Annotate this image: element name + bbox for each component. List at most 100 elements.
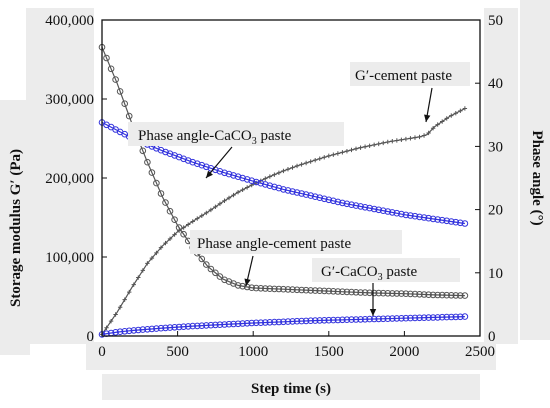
data-point bbox=[429, 291, 437, 299]
data-point bbox=[331, 152, 336, 157]
data-point bbox=[425, 291, 432, 299]
data-point bbox=[325, 287, 333, 295]
data-point bbox=[302, 317, 310, 325]
data-point bbox=[262, 319, 269, 326]
annotation-label: G′-CaCO3 paste bbox=[321, 264, 418, 283]
data-point bbox=[140, 268, 146, 273]
data-point bbox=[131, 282, 136, 287]
data-point bbox=[216, 321, 224, 329]
data-point bbox=[343, 316, 351, 324]
data-point bbox=[307, 317, 315, 325]
data-point bbox=[112, 76, 119, 83]
data-point bbox=[452, 292, 460, 299]
data-point bbox=[411, 314, 419, 322]
data-point bbox=[370, 315, 378, 323]
series-layer bbox=[98, 43, 469, 338]
data-point bbox=[298, 317, 305, 325]
data-point bbox=[458, 108, 463, 114]
data-point bbox=[316, 287, 324, 295]
data-point bbox=[171, 324, 178, 331]
annotation-box bbox=[350, 62, 470, 86]
data-point bbox=[275, 285, 283, 293]
y-right-axis-title: Phase angle (°) bbox=[529, 130, 545, 225]
data-point bbox=[370, 205, 378, 213]
data-point bbox=[449, 113, 454, 118]
data-point bbox=[343, 200, 351, 208]
data-point bbox=[444, 116, 449, 121]
annotation-arrowhead bbox=[206, 170, 213, 178]
data-point bbox=[352, 202, 360, 209]
data-point bbox=[438, 291, 446, 299]
data-point bbox=[225, 170, 233, 178]
data-point bbox=[457, 292, 464, 299]
data-point bbox=[243, 176, 251, 183]
data-point bbox=[430, 126, 436, 131]
data-point bbox=[389, 209, 396, 216]
y-right-tick-label: 10 bbox=[488, 266, 503, 282]
data-point bbox=[294, 163, 300, 169]
data-point bbox=[370, 289, 378, 297]
y-left-axis-title: Storage modulus G′ (Pa) bbox=[8, 149, 24, 307]
data-point bbox=[171, 152, 178, 159]
data-point bbox=[207, 321, 215, 329]
data-point bbox=[339, 288, 346, 296]
y-right-ticks-box bbox=[484, 8, 518, 344]
data-point bbox=[448, 313, 455, 321]
data-point bbox=[289, 188, 296, 195]
data-point bbox=[262, 285, 269, 292]
data-point bbox=[180, 230, 187, 238]
data-point bbox=[127, 289, 132, 295]
data-point bbox=[148, 325, 156, 333]
data-point bbox=[384, 290, 392, 297]
data-point bbox=[230, 172, 237, 179]
data-point bbox=[435, 122, 440, 127]
data-point bbox=[407, 314, 414, 322]
data-point bbox=[148, 169, 156, 176]
data-point bbox=[352, 316, 360, 323]
data-point bbox=[339, 316, 346, 324]
data-point bbox=[276, 170, 282, 175]
data-point bbox=[339, 199, 346, 207]
data-point bbox=[348, 288, 355, 296]
series-2 bbox=[98, 119, 469, 227]
data-point bbox=[443, 291, 451, 299]
data-point bbox=[149, 255, 155, 261]
data-point bbox=[293, 286, 301, 294]
x-tick-label: 1500 bbox=[314, 344, 344, 360]
data-point bbox=[204, 210, 209, 216]
data-point bbox=[139, 326, 147, 333]
data-point bbox=[248, 319, 255, 327]
data-point bbox=[135, 326, 142, 334]
data-point bbox=[217, 201, 223, 206]
data-point bbox=[381, 140, 386, 146]
data-point bbox=[203, 261, 210, 268]
data-point bbox=[398, 290, 405, 297]
data-point bbox=[234, 282, 242, 289]
data-point bbox=[284, 187, 292, 194]
data-point bbox=[144, 158, 151, 166]
data-point bbox=[180, 323, 187, 331]
x-ticks-box bbox=[86, 342, 496, 370]
data-point bbox=[166, 207, 174, 215]
data-point bbox=[457, 219, 464, 227]
data-point bbox=[263, 176, 268, 181]
data-point bbox=[390, 138, 395, 144]
data-point bbox=[302, 191, 310, 198]
data-point bbox=[157, 324, 165, 332]
data-point bbox=[407, 290, 414, 298]
y-left-tick-label: 100,000 bbox=[45, 250, 94, 266]
data-point bbox=[420, 291, 428, 298]
annotation-box bbox=[190, 230, 402, 254]
data-point bbox=[257, 319, 265, 327]
data-point bbox=[311, 193, 319, 200]
data-point bbox=[438, 216, 446, 224]
plot-frame bbox=[101, 19, 481, 337]
data-point bbox=[393, 315, 401, 322]
data-point bbox=[163, 240, 168, 246]
data-point bbox=[357, 203, 364, 210]
data-point bbox=[284, 286, 292, 293]
data-point bbox=[221, 169, 228, 177]
data-point bbox=[379, 315, 387, 323]
data-point bbox=[416, 291, 423, 298]
data-point bbox=[116, 328, 124, 336]
